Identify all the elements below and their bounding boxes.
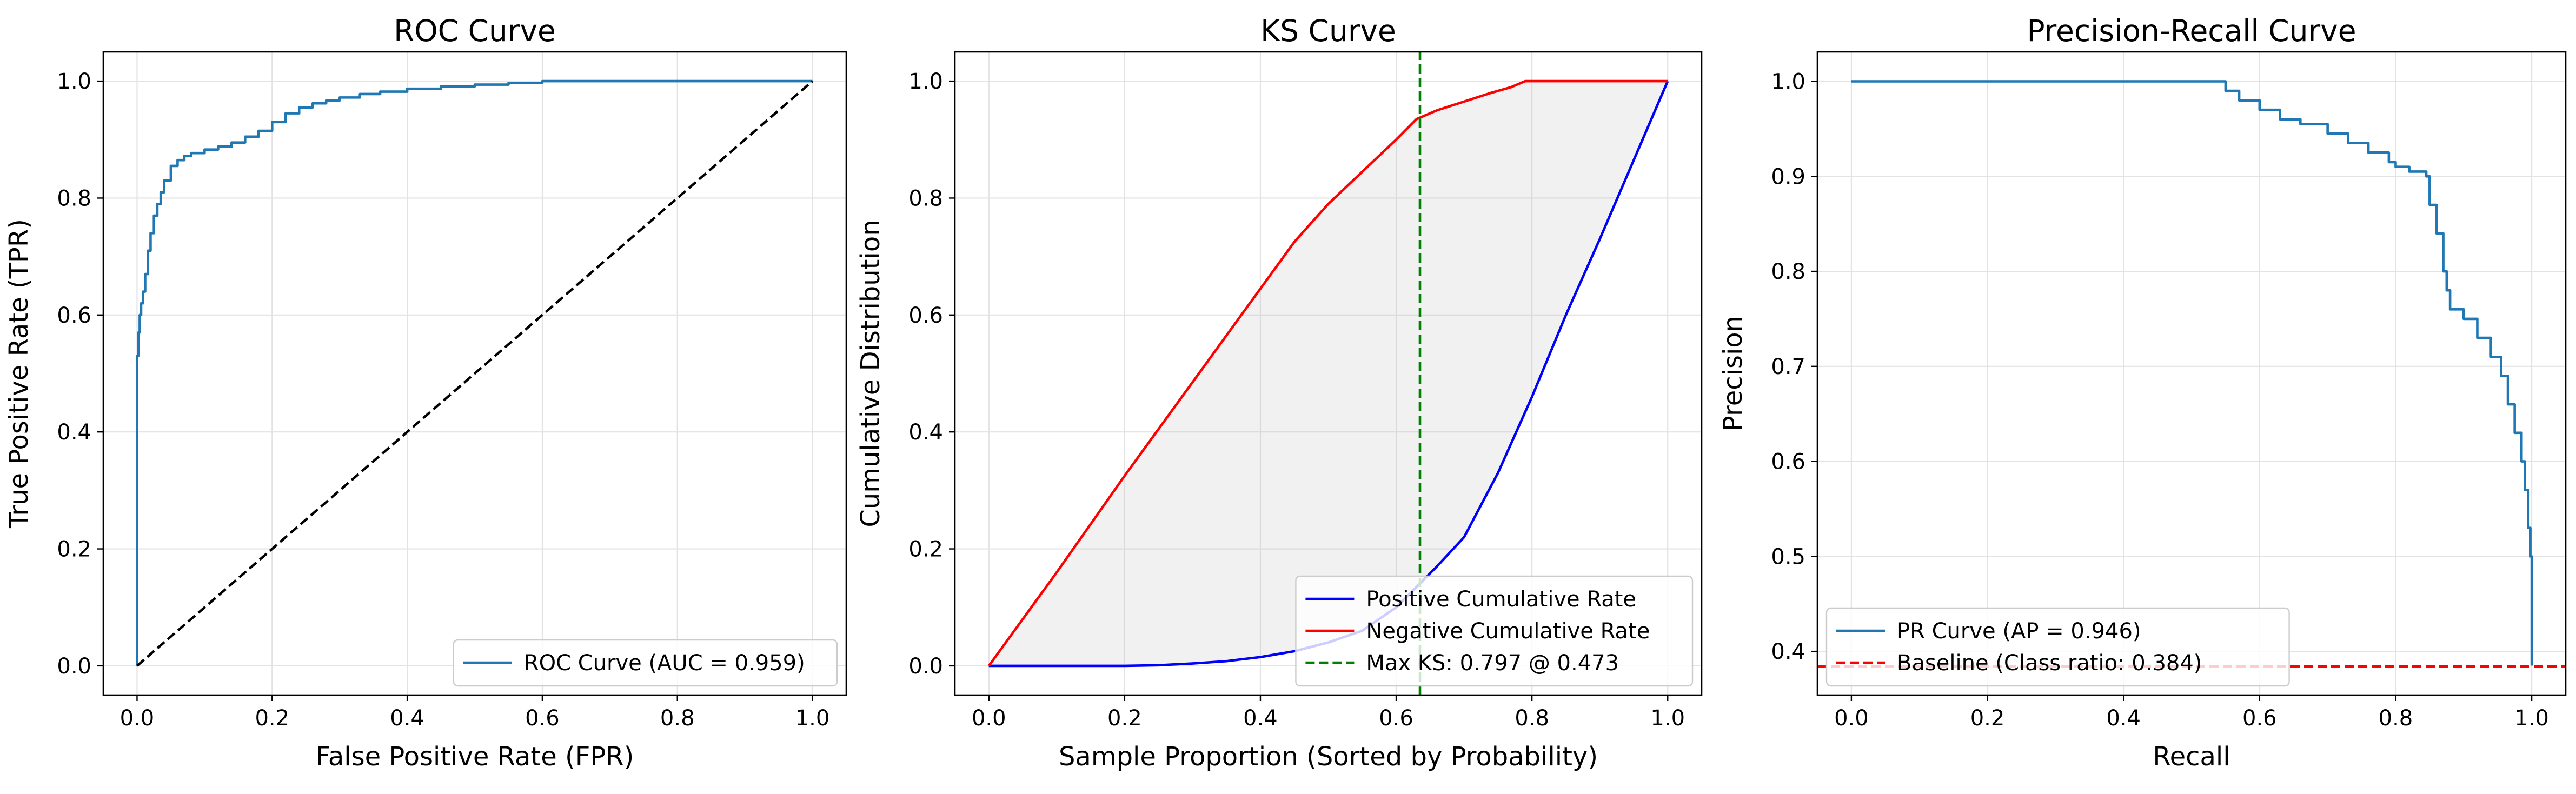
y-axis-label: True Positive Rate (TPR): [4, 219, 34, 529]
x-tick-label: 1.0: [795, 706, 830, 731]
y-tick-label: 0.2: [57, 537, 91, 562]
legend-box: [1825, 607, 2290, 687]
y-tick-label: 1.0: [1771, 69, 1805, 94]
x-tick-label: 0.2: [1970, 706, 2005, 731]
plot-area: [1817, 80, 2566, 668]
y-tick-label: 0.0: [908, 654, 943, 679]
y-tick-label: 0.4: [57, 420, 91, 445]
axes-frame: [102, 51, 847, 696]
chart-0: 0.0 0.2 0.4 0.6 0.8 1.0 0.0 0.2 0.4 0.6 0.8 1.0 ROC …: [4, 14, 847, 772]
y-tick-label: 0.8: [1771, 259, 1805, 284]
plot-area: [136, 79, 814, 667]
x-tick-label: 0.6: [1379, 706, 1413, 731]
x-tick-label: 0.0: [120, 706, 155, 731]
x-axis-label: Recall: [2153, 742, 2230, 772]
y-axis-label: Cumulative Distribution: [855, 219, 886, 527]
x-tick-label: 0.0: [972, 706, 1006, 731]
legend-label: Max KS: 0.797 @ 0.473: [1366, 651, 1619, 676]
legend: Positive Cumulative Rate Negative Cumulat…: [1295, 575, 1694, 687]
x-tick-label: 0.2: [255, 706, 289, 731]
y-tick-label: 0.6: [908, 303, 943, 328]
y-tick-label: 1.0: [57, 69, 91, 94]
x-tick-label: 0.8: [1515, 706, 1549, 731]
x-tick-label: 0.2: [1107, 706, 1142, 731]
y-tick-label: 0.6: [1771, 450, 1805, 475]
legend-label: PR Curve (AP = 0.946): [1897, 619, 2141, 644]
x-tick-label: 0.8: [2379, 706, 2413, 731]
y-tick-label: 0.8: [908, 186, 943, 211]
x-tick-label: 0.8: [660, 706, 695, 731]
x-tick-label: 0.4: [390, 706, 424, 731]
y-tick-label: 0.9: [1771, 164, 1805, 189]
legend-label: Negative Cumulative Rate: [1366, 619, 1650, 644]
y-tick-label: 0.2: [908, 537, 943, 562]
legend: PR Curve (AP = 0.946) Baseline (Class rat…: [1825, 607, 2290, 687]
chart-1: 0.0 0.2 0.4 0.6 0.8 1.0 0.0 0.2 0.4 0.6 0.8 1.0 KS C…: [855, 14, 1703, 772]
x-tick-label: 0.4: [2106, 706, 2141, 731]
y-tick-label: 1.0: [908, 69, 943, 94]
x-axis-label: False Positive Rate (FPR): [316, 742, 634, 772]
series-line-0: [136, 79, 813, 666]
legend: ROC Curve (AUC = 0.959): [453, 639, 838, 687]
y-tick-label: 0.5: [1771, 544, 1805, 569]
legend-box: [1295, 575, 1694, 687]
chart-2: 0.0 0.2 0.4 0.6 0.8 1.0 0.4 0.5 0.6 0.7 0.8 0.9 1.0 P…: [1718, 14, 2567, 772]
x-axis-label: Sample Proportion (Sorted by Probability…: [1059, 742, 1598, 772]
legend-box: [453, 639, 838, 687]
series-line-1: [136, 80, 814, 667]
x-tick-label: 0.6: [525, 706, 560, 731]
x-tick-label: 0.6: [2242, 706, 2277, 731]
x-tick-label: 0.4: [1243, 706, 1278, 731]
y-axis-label: Precision: [1718, 316, 1748, 431]
y-tick-label: 0.8: [57, 186, 91, 211]
legend-label: Positive Cumulative Rate: [1366, 587, 1636, 612]
chart-title: Precision-Recall Curve: [2027, 14, 2356, 48]
x-tick-label: 0.0: [1834, 706, 1869, 731]
y-tick-label: 0.7: [1771, 355, 1805, 379]
axes-frame: [1816, 51, 2567, 696]
legend-label: ROC Curve (AUC = 0.959): [524, 651, 805, 676]
legend-label: Baseline (Class ratio: 0.384): [1897, 651, 2202, 676]
y-tick-label: 0.4: [908, 420, 943, 445]
chart-title: ROC Curve: [394, 14, 556, 48]
x-tick-label: 1.0: [1650, 706, 1685, 731]
ks-gap-fill: [988, 81, 1668, 666]
chart-title: KS Curve: [1260, 14, 1396, 48]
y-tick-label: 0.6: [57, 303, 91, 328]
y-tick-label: 0.0: [57, 654, 91, 679]
x-tick-label: 1.0: [2514, 706, 2549, 731]
y-tick-label: 0.4: [1771, 639, 1805, 664]
series-line-1: [987, 79, 1668, 667]
series-line-0: [1851, 80, 2533, 666]
axes-frame: [954, 51, 1703, 696]
